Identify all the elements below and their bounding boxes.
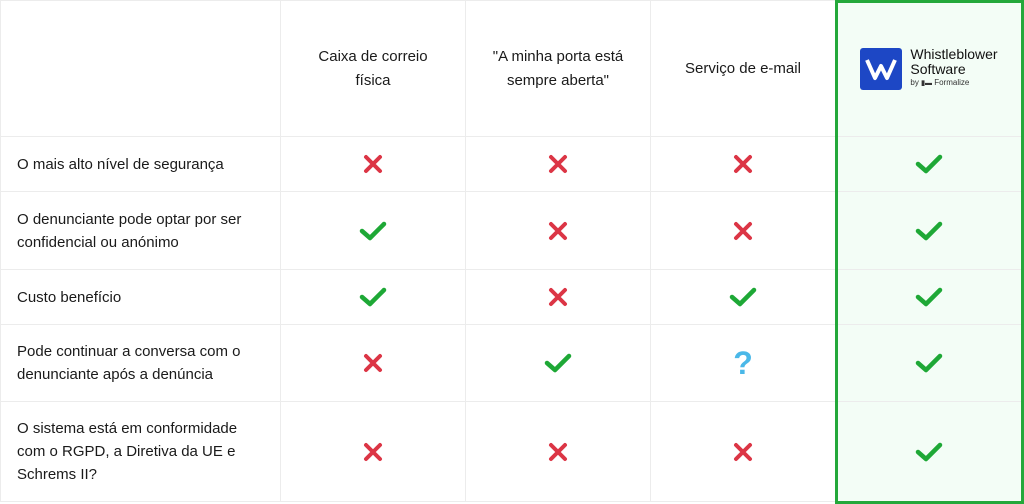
cross-icon [465, 401, 651, 502]
row-label-text: O denunciante pode optar por ser confide… [17, 210, 242, 251]
table-row: O mais alto nível de segurança [0, 136, 1023, 192]
empty-header [0, 0, 281, 137]
check-icon [835, 136, 1023, 192]
check-icon [650, 269, 836, 325]
column-header: Serviço de e-mail [650, 0, 836, 137]
row-label: O denunciante pode optar por ser confide… [0, 191, 281, 270]
column-header: Caixa de correio física [280, 0, 466, 137]
cross-icon [465, 269, 651, 325]
row-label: O mais alto nível de segurança [0, 136, 281, 192]
cross-icon [465, 136, 651, 192]
column-header: "A minha porta está sempre aberta" [465, 0, 651, 137]
cross-icon [280, 401, 466, 502]
row-label: Custo benefício [0, 269, 281, 325]
column-header-label: Serviço de e-mail [685, 59, 801, 77]
check-icon [835, 401, 1023, 502]
cross-icon [280, 136, 466, 192]
row-label: Pode continuar a conversa com o denuncia… [0, 324, 281, 402]
table-row: Pode continuar a conversa com o denuncia… [0, 324, 1023, 402]
column-header-label: Caixa de correio física [318, 47, 428, 89]
table-row: O denunciante pode optar por ser confide… [0, 191, 1023, 270]
row-label-text: O mais alto nível de segurança [17, 155, 224, 173]
by-label: by [910, 78, 919, 87]
table-row: Custo benefício [0, 269, 1023, 325]
logo-mark-icon [860, 47, 903, 90]
cross-icon [650, 136, 836, 192]
check-icon [835, 191, 1023, 270]
brand-header: Whistleblower Software by ▮▬ Formalize [835, 0, 1023, 137]
brand-name-line1: Whistleblower [910, 46, 998, 62]
check-icon [835, 324, 1023, 402]
table-row: O sistema está em conformidade com o RGP… [0, 401, 1023, 502]
row-label-text: Pode continuar a conversa com o denuncia… [17, 343, 241, 383]
row-label-text: O sistema está em conformidade com o RGP… [17, 420, 238, 483]
check-icon [280, 191, 466, 270]
brand-name-line2: Software [910, 61, 966, 77]
question-icon: ? [650, 324, 836, 402]
cross-icon [280, 324, 466, 402]
cross-icon [650, 401, 836, 502]
cross-icon [650, 191, 836, 270]
cross-icon [465, 191, 651, 270]
row-label-text: Custo benefício [17, 288, 122, 306]
svg-text:?: ? [733, 348, 753, 378]
partner-name: Formalize [934, 78, 970, 87]
header-row: Caixa de correio física "A minha porta e… [0, 0, 1023, 137]
check-icon [465, 324, 651, 402]
row-label: O sistema está em conformidade com o RGP… [0, 401, 281, 502]
check-icon [280, 269, 466, 325]
column-header-label: "A minha porta está sempre aberta" [492, 47, 624, 89]
check-icon [835, 269, 1023, 325]
whistleblower-logo: Whistleblower Software by ▮▬ Formalize [860, 46, 998, 90]
